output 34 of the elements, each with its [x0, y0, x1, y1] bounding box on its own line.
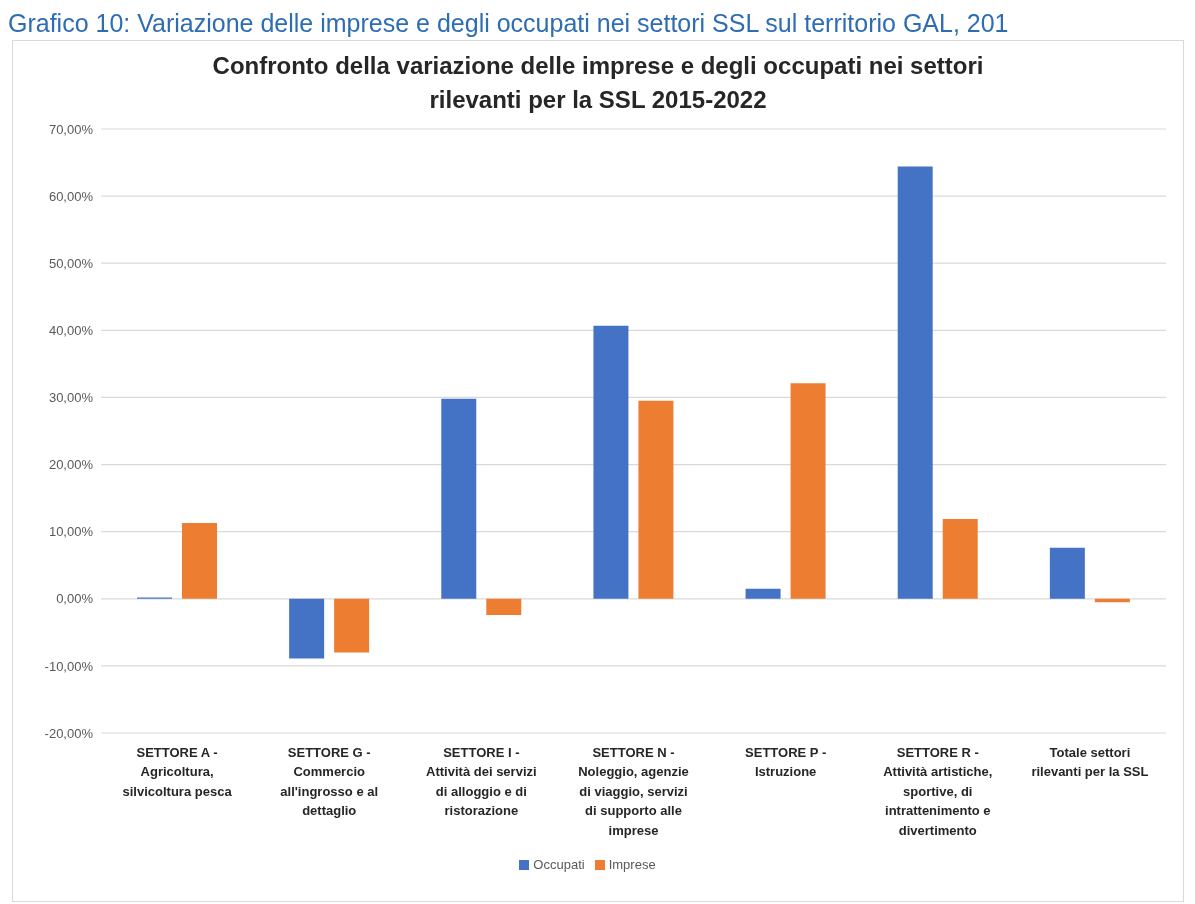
bar [638, 400, 674, 599]
bar [745, 588, 781, 599]
bar [790, 383, 826, 599]
legend-label: Imprese [608, 857, 656, 872]
bar [289, 598, 325, 659]
y-tick-label: 40,00% [48, 322, 94, 338]
bar [942, 518, 978, 599]
x-tick-label: SETTORE P - Istruzione [745, 744, 827, 780]
bar [1049, 547, 1085, 599]
x-tick-label: SETTORE R - Attività artistiche, sportive, di intrattenimento e divertimento [883, 744, 993, 838]
x-tick-label: Totale settori rilevanti per la SSL [1031, 744, 1149, 780]
y-tick-label: 30,00% [48, 390, 94, 406]
bar [334, 598, 370, 653]
y-tick-label: 20,00% [48, 457, 94, 473]
chart-title: Confronto della variazione delle imprese e degli occupati nei settori rilevanti per la SSL 2015-2022 [211, 51, 985, 115]
bar [182, 522, 217, 599]
x-tick-label: SETTORE N - Noleggio, agenzie di viaggio, servizi di supporto alle imprese [578, 744, 689, 838]
bar [897, 166, 933, 599]
text: Grafico 10: Variazione delle imprese e degli occupati nei settori SSL sul territorio GAL, 201 [8, 8, 1010, 38]
bar [1094, 598, 1130, 603]
bar [486, 598, 522, 615]
y-tick-label: -20,00% [44, 725, 94, 741]
y-tick-label: 60,00% [48, 188, 94, 204]
bar [593, 325, 629, 599]
y-tick-label: 10,00% [48, 524, 94, 540]
legend-label: Occupati [533, 857, 585, 872]
y-tick-label: 0,00% [56, 591, 94, 607]
x-tick-label: SETTORE G - Commercio all'ingrosso e al dettaglio [280, 744, 379, 819]
y-tick-label: -10,00% [44, 658, 94, 674]
y-tick-label: 70,00% [48, 121, 94, 137]
y-tick-label: 50,00% [48, 255, 94, 271]
x-tick-label: SETTORE I - Attività dei servizi di alloggio e di ristorazione [426, 744, 537, 819]
x-tick-label: SETTORE A - Agricoltura, silvicoltura pesca [122, 744, 233, 799]
bar [441, 398, 477, 599]
